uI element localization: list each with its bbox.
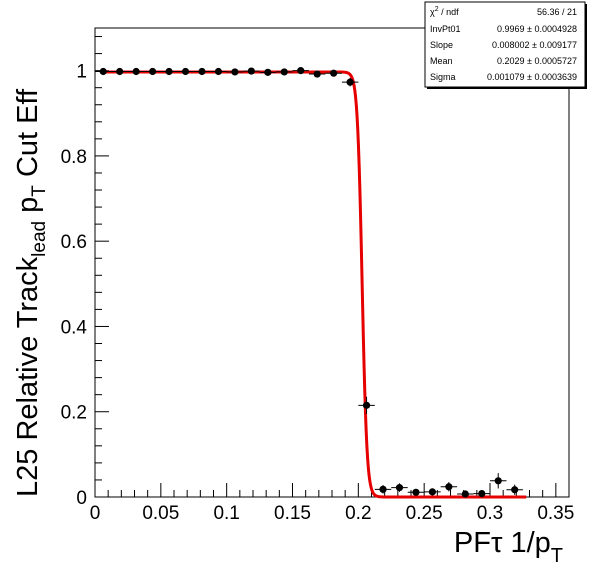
x-tick-label: 0.3: [477, 503, 503, 524]
stats-chi2-value: 56.36 / 21: [537, 7, 577, 17]
point-marker: [149, 67, 157, 76]
point-marker: [313, 70, 321, 78]
data-point: [177, 67, 194, 76]
point-marker: [428, 488, 436, 496]
stats-row-value: 0.008002 ± 0.009177: [492, 40, 577, 50]
stats-row-label: Slope: [430, 40, 453, 50]
data-point: [374, 485, 392, 494]
x-axis-ticks: 0 0.05 0.1 0.15 0.2 0.25 0.3 0.35: [90, 483, 574, 524]
y-tick-label: 0: [76, 488, 87, 509]
x-tick-label: 0.15: [274, 503, 311, 524]
data-point: [473, 489, 490, 498]
x-tick-label: 0.2: [345, 503, 371, 524]
data-point: [440, 482, 458, 492]
point-marker: [264, 68, 272, 76]
point-marker: [165, 67, 173, 76]
stats-box-frame: [424, 1, 586, 88]
x-axis-title-subscript: T: [551, 545, 563, 567]
point-marker: [494, 477, 502, 485]
point-marker: [132, 67, 140, 76]
point-marker: [379, 485, 387, 493]
x-tick-label: 0.35: [537, 503, 574, 524]
x-tick-label: 0.05: [142, 503, 179, 524]
stats-row-label: InvPt01: [430, 24, 461, 34]
data-point: [226, 68, 244, 76]
y-tick-label: 0.4: [61, 317, 88, 338]
point-marker: [198, 67, 206, 76]
data-point: [111, 67, 128, 76]
data-point: [391, 483, 408, 492]
y-axis-title: L25 Relative Tracklead pT Cut Eff: [12, 88, 50, 497]
stats-row-label: Sigma: [430, 72, 456, 82]
data-point: [144, 67, 161, 76]
stats-row-value: 0.2029 ± 0.0005727: [497, 56, 577, 66]
data-point: [325, 69, 342, 77]
data-point: [506, 484, 523, 495]
point-marker: [511, 486, 519, 494]
data-point: [424, 488, 441, 496]
x-tick-label: 0.25: [406, 503, 443, 524]
point-marker: [280, 68, 288, 76]
x-tick-label: 0: [90, 503, 101, 524]
y-tick-label: 0.8: [61, 147, 87, 168]
stats-row-value: 0.9969 ± 0.0004928: [497, 24, 577, 34]
point-marker: [116, 67, 124, 76]
data-point: [193, 67, 211, 76]
point-marker: [412, 488, 420, 496]
data-point: [308, 70, 326, 78]
stats-chi2-label: χ2 / ndf: [430, 6, 459, 17]
data-point: [407, 488, 425, 496]
x-axis-title: PFτ 1/pT: [454, 527, 563, 567]
y-tick-label: 0.2: [61, 403, 87, 424]
data-point: [457, 490, 474, 498]
data-point: [210, 67, 227, 76]
data-point: [127, 67, 145, 76]
point-marker: [445, 483, 453, 491]
point-marker: [247, 67, 255, 75]
data-point: [259, 68, 277, 76]
stats-row-label: Mean: [430, 56, 453, 66]
point-marker: [181, 67, 190, 76]
data-point: [95, 67, 112, 76]
fit-stats-box: χ2 / ndf 56.36 / 21 InvPt01 0.9969 ± 0.0…: [424, 1, 587, 89]
stats-row-value: 0.001079 ± 0.0003639: [487, 72, 577, 82]
data-point: [292, 67, 309, 75]
y-axis-title-subscript-lead: lead: [29, 221, 50, 257]
data-points-layer: [95, 67, 523, 498]
point-marker: [478, 489, 486, 498]
point-marker: [214, 67, 223, 76]
data-point: [160, 67, 178, 76]
data-point: [243, 67, 260, 75]
point-marker: [346, 78, 354, 86]
y-tick-label: 1: [76, 62, 87, 83]
point-marker: [395, 484, 404, 492]
data-point: [276, 68, 293, 76]
data-point: [490, 473, 507, 489]
x-tick-label: 0.1: [213, 503, 239, 524]
y-axis-title-subscript-t: T: [29, 185, 50, 197]
point-marker: [99, 67, 107, 76]
data-point: [358, 396, 375, 414]
point-marker: [297, 67, 305, 75]
point-marker: [231, 68, 239, 76]
point-marker: [461, 490, 469, 498]
data-point: [341, 77, 359, 87]
y-tick-label: 0.6: [61, 232, 87, 253]
y-axis-ticks: 0 0.2 0.4 0.6 0.8 1: [61, 36, 109, 509]
point-marker: [330, 69, 338, 77]
point-marker: [362, 401, 371, 409]
